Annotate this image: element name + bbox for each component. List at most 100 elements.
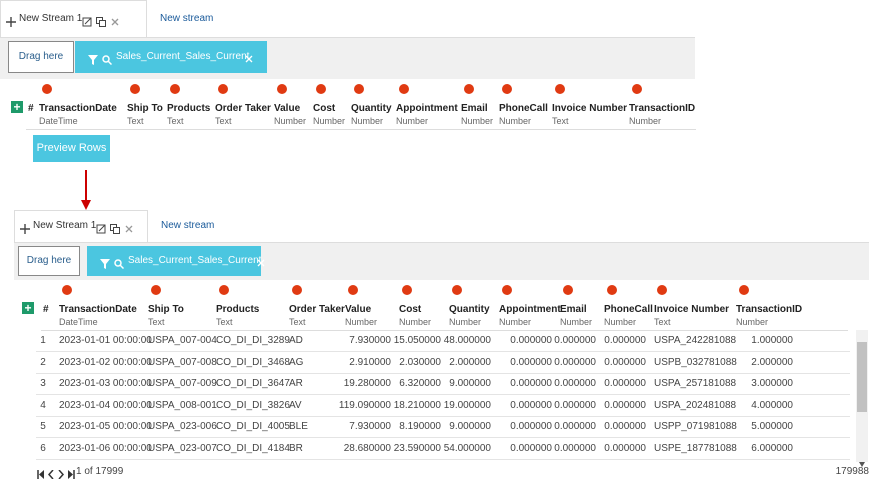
remove-filter[interactable] — [244, 51, 254, 63]
column-status-dot[interactable] — [218, 84, 228, 94]
column-status-dot[interactable] — [607, 285, 617, 295]
pager-last[interactable] — [67, 466, 75, 479]
copy-icon[interactable] — [110, 221, 120, 234]
column-status-dot[interactable] — [555, 84, 565, 94]
column-status-dot[interactable] — [657, 285, 667, 295]
tab-title[interactable]: New Stream 1 — [33, 220, 97, 231]
tab-title[interactable]: New Stream 1 — [19, 12, 83, 24]
column-status-dot[interactable] — [130, 84, 140, 94]
column-status-dot[interactable] — [464, 84, 474, 94]
column-name[interactable]: Appointment — [396, 103, 458, 114]
cell: AG — [289, 356, 304, 368]
cell: 0.000000 — [604, 399, 646, 411]
column-status-dot[interactable] — [348, 285, 358, 295]
column-name[interactable]: Products — [216, 304, 260, 315]
cell: 0.000000 — [554, 335, 596, 346]
column-name[interactable]: Value — [345, 304, 372, 315]
cell: 3.000000 — [751, 378, 793, 390]
preview-button[interactable]: Preview Rows — [33, 135, 110, 162]
column-name[interactable]: Order Taker — [215, 103, 271, 114]
column-status-dot[interactable] — [292, 285, 302, 295]
column-name[interactable]: Value — [274, 103, 301, 114]
column-name[interactable]: Invoice Number — [552, 103, 628, 114]
cell: 0.000000 — [604, 443, 646, 454]
close-tab[interactable] — [124, 221, 134, 233]
row-index: 5 — [40, 421, 46, 433]
cell: AR — [289, 378, 303, 390]
column-name[interactable]: Cost — [399, 304, 422, 315]
column-name[interactable]: TransactionID — [736, 304, 803, 315]
cell: 6.320000 — [399, 378, 441, 390]
column-status-dot[interactable] — [354, 84, 364, 94]
column-status-dot[interactable] — [563, 285, 573, 295]
column-status-dot[interactable] — [170, 84, 180, 94]
column-type: Number — [313, 116, 346, 126]
remove-filter[interactable] — [256, 255, 266, 267]
column-name[interactable]: Appointment — [499, 304, 561, 315]
column-name[interactable]: Email — [461, 103, 488, 114]
column-name[interactable]: TransactionDate — [39, 103, 117, 114]
add-column[interactable]: + — [22, 302, 34, 314]
column-name[interactable]: Order Taker — [289, 304, 345, 315]
column-status-dot[interactable] — [402, 285, 412, 295]
column-type: Text — [289, 317, 306, 327]
column-name[interactable]: PhoneCall — [604, 304, 653, 315]
column-name[interactable]: TransactionDate — [59, 304, 137, 315]
column-name[interactable]: Products — [167, 103, 211, 114]
cell: USPA_202481088 — [654, 399, 737, 411]
close-tab[interactable] — [110, 14, 120, 25]
column-status-dot[interactable] — [277, 84, 287, 94]
filter-chip[interactable] — [75, 41, 267, 73]
column-status-dot[interactable] — [502, 84, 512, 94]
scrollbar-thumb[interactable] — [857, 342, 867, 412]
column-name[interactable]: Email — [560, 304, 587, 315]
cell: 19.000000 — [443, 399, 491, 411]
cell: 2023-01-02 00:00:00 — [59, 356, 152, 368]
column-status-dot[interactable] — [151, 285, 161, 295]
column-status-dot[interactable] — [632, 84, 642, 94]
new-stream-tab[interactable]: New stream — [160, 12, 214, 24]
column-status-dot[interactable] — [399, 84, 409, 94]
pager-next[interactable] — [58, 466, 65, 480]
column-type: Number — [629, 116, 662, 126]
row-index: 3 — [40, 378, 46, 390]
column-type: Text — [654, 317, 671, 327]
search-icon — [102, 52, 113, 66]
header-line — [26, 129, 696, 130]
pager-first[interactable] — [37, 466, 45, 479]
copy-icon[interactable] — [96, 14, 106, 27]
column-status-dot[interactable] — [739, 285, 749, 295]
edit-icon[interactable] — [96, 221, 106, 234]
column-status-dot[interactable] — [62, 285, 72, 295]
column-status-dot[interactable] — [502, 285, 512, 295]
scroll-down[interactable] — [857, 455, 867, 467]
cell: AV — [289, 399, 302, 411]
column-status-dot[interactable] — [452, 285, 462, 295]
add-column[interactable]: + — [11, 101, 23, 113]
column-name[interactable]: Quantity — [449, 304, 490, 315]
column-name[interactable]: Invoice Number — [654, 304, 730, 315]
cell: 2023-01-03 00:00:00 — [59, 378, 152, 390]
column-name[interactable]: Ship To — [148, 304, 184, 315]
cell: 7.930000 — [349, 335, 391, 346]
column-name[interactable]: TransactionID — [629, 103, 696, 114]
column-name[interactable]: Cost — [313, 103, 336, 114]
pager-prev[interactable] — [47, 466, 54, 480]
move-icon — [20, 221, 30, 234]
column-name[interactable]: Ship To — [127, 103, 163, 114]
edit-icon[interactable] — [82, 14, 92, 26]
column-status-dot[interactable] — [42, 84, 52, 94]
filter-name[interactable]: Sales_Current_Sales_Current — [128, 255, 262, 266]
cell: USPA_023-006 — [148, 421, 217, 433]
row-line — [36, 437, 850, 439]
tab[interactable] — [14, 210, 148, 242]
column-status-dot[interactable] — [316, 84, 326, 94]
tab[interactable] — [0, 0, 147, 37]
filter-name[interactable]: Sales_Current_Sales_Current — [116, 51, 250, 62]
column-status-dot[interactable] — [219, 285, 229, 295]
column-name[interactable]: Quantity — [351, 103, 392, 114]
column-name[interactable]: PhoneCall — [499, 103, 548, 114]
column-type: Number — [399, 317, 432, 327]
new-stream-tab[interactable]: New stream — [161, 220, 215, 231]
